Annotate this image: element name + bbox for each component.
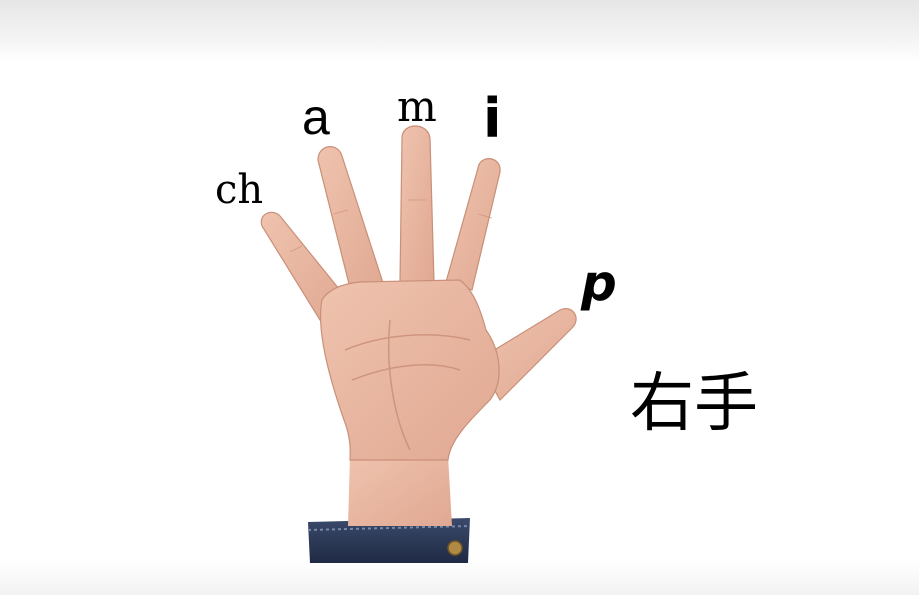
index-finger: [445, 158, 501, 291]
top-gradient-band: [0, 0, 919, 62]
ring-finger: [317, 146, 385, 297]
sleeve-cuff: [307, 518, 471, 563]
palm: [319, 279, 500, 461]
ring-finger-label: a: [302, 89, 330, 145]
thumb-label: p: [581, 254, 617, 312]
right-hand-caption: 右手: [630, 367, 758, 441]
bottom-gradient-band: [0, 560, 919, 595]
middle-finger-label: m: [397, 82, 437, 131]
wrist: [348, 455, 452, 526]
little-finger-label: ch: [215, 167, 264, 213]
little-finger: [260, 211, 349, 321]
middle-finger: [399, 125, 435, 283]
index-finger-label: i: [483, 87, 502, 150]
thumb: [477, 308, 577, 401]
